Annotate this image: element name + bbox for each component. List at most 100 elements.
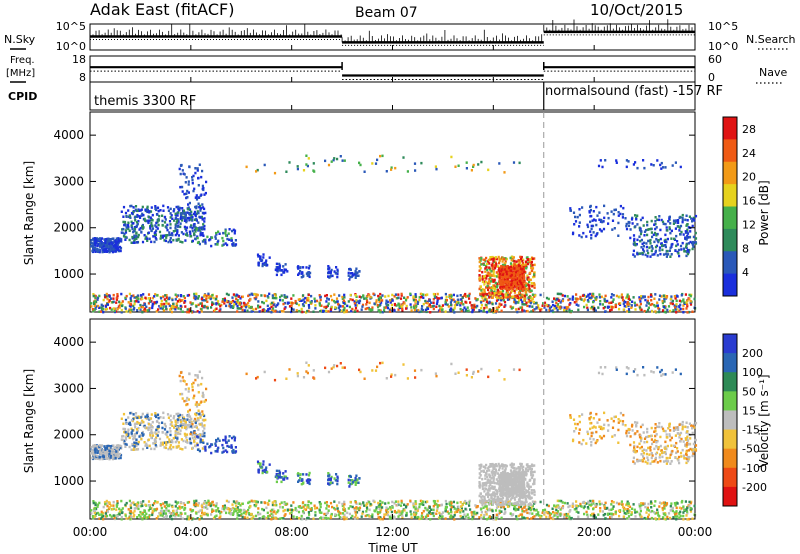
power-cell <box>567 298 570 302</box>
velocity-cell <box>342 515 345 519</box>
velocity-cell <box>401 516 404 519</box>
power-cell <box>595 295 598 299</box>
power-cell <box>224 228 227 231</box>
power-cell <box>685 243 688 247</box>
power-cell <box>109 238 112 241</box>
power-cell <box>187 203 190 206</box>
power-cell <box>684 293 687 296</box>
power-cell <box>343 296 346 299</box>
power-cell <box>98 243 102 247</box>
power-cell <box>144 296 147 300</box>
velocity-cell <box>188 514 191 518</box>
power-cell <box>141 240 145 244</box>
velocity-cell <box>376 511 379 514</box>
velocity-cell <box>104 502 107 506</box>
velocity-cell <box>200 509 203 512</box>
power-cell <box>140 230 143 234</box>
power-cell <box>487 274 490 277</box>
velocity-cell <box>304 508 308 511</box>
power-cell <box>338 294 341 297</box>
velocity-cell <box>334 508 337 511</box>
power-cell <box>164 218 167 221</box>
power-cell <box>503 258 506 261</box>
power-cell <box>222 239 225 243</box>
power-cell <box>281 299 284 302</box>
power-cell <box>114 239 117 242</box>
power-cell <box>483 258 486 262</box>
nave-label: Nave <box>759 66 787 79</box>
power-cell <box>201 232 204 235</box>
velocity-cell <box>426 507 429 511</box>
power-cell <box>341 297 344 301</box>
power-cell <box>177 205 180 209</box>
power-cell <box>647 308 650 312</box>
power-cell <box>571 297 574 300</box>
velocity-cell <box>361 510 365 514</box>
power-cell <box>353 300 356 303</box>
velocity-cell <box>420 514 423 518</box>
power-cell <box>492 270 495 273</box>
power-cell <box>161 219 164 223</box>
power-cell <box>206 300 209 303</box>
velocity-cell <box>506 505 510 508</box>
power-cell <box>308 264 311 268</box>
power-cell <box>518 281 521 285</box>
velocity-cell <box>162 516 165 519</box>
velocity-cell <box>314 511 317 514</box>
power-cell <box>578 225 581 228</box>
power-cell <box>688 236 691 239</box>
velocity-cell <box>302 511 305 514</box>
velocity-cell <box>353 507 356 510</box>
power-cell <box>319 295 322 299</box>
power-cell <box>440 306 443 309</box>
power-cell <box>274 305 277 308</box>
power-cell <box>496 308 499 311</box>
power-cell <box>296 167 299 171</box>
power-cell <box>499 281 502 284</box>
velocity-cell <box>346 511 349 515</box>
power-cell <box>517 291 521 294</box>
power-cell <box>372 292 375 296</box>
power-cell <box>513 259 516 263</box>
power-cell <box>347 300 350 303</box>
power-cell <box>365 299 369 302</box>
power-cell <box>518 299 521 302</box>
power-cell <box>526 262 530 266</box>
power-cell <box>146 208 149 212</box>
velocity-cell <box>395 511 398 514</box>
power-cell <box>503 262 506 266</box>
power-cell <box>526 274 529 277</box>
power-cell <box>677 252 680 255</box>
power-cell <box>521 285 524 289</box>
velocity-cell <box>115 508 118 511</box>
power-cell <box>484 260 487 263</box>
velocity-cell <box>270 516 274 519</box>
power-cell <box>517 263 520 267</box>
power-cell <box>524 264 527 268</box>
velocity-cell <box>219 515 222 518</box>
power-cell <box>301 310 304 314</box>
power-cell <box>559 306 562 309</box>
power-cell <box>638 296 641 299</box>
power-cell <box>197 202 200 205</box>
velocity-cell <box>178 505 181 508</box>
velocity-cell <box>647 502 650 506</box>
velocity-cell <box>543 511 546 515</box>
power-cell <box>414 169 417 172</box>
velocity-cell <box>274 517 277 520</box>
power-cell <box>194 196 197 199</box>
velocity-cell <box>375 506 378 509</box>
velocity-cell <box>627 515 631 518</box>
power-cell <box>173 219 176 222</box>
power-cell <box>314 307 317 310</box>
velocity-cell <box>654 500 657 503</box>
velocity-cell <box>536 512 539 516</box>
velocity-cell <box>417 515 420 519</box>
power-cell <box>198 229 201 232</box>
power-cell <box>432 301 435 304</box>
power-cell <box>627 304 630 308</box>
velocity-cell <box>112 500 115 504</box>
power-cell <box>228 238 231 241</box>
power-cell <box>490 289 493 292</box>
power-cell <box>371 162 374 165</box>
